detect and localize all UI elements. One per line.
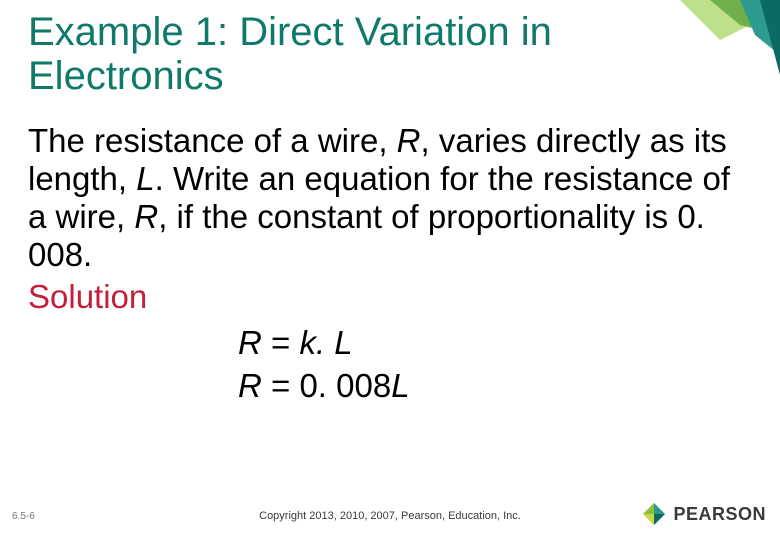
var-L: L bbox=[136, 160, 154, 197]
var-R: R bbox=[397, 122, 421, 159]
equation-line-2: R = 0. 008L bbox=[238, 365, 750, 408]
eq-L: L bbox=[334, 324, 352, 361]
pearson-mark-icon bbox=[641, 501, 667, 527]
slide-title: Example 1: Direct Variation in Electroni… bbox=[28, 10, 740, 98]
slide-body: The resistance of a wire, R, varies dire… bbox=[28, 122, 750, 407]
eq-lhs: R bbox=[238, 367, 262, 404]
pearson-logo: PEARSON bbox=[641, 501, 766, 532]
equation-line-1: R = k. L bbox=[238, 322, 750, 365]
var-R: R bbox=[134, 198, 158, 235]
eq-lhs: R bbox=[238, 324, 262, 361]
slide: Example 1: Direct Variation in Electroni… bbox=[0, 0, 780, 540]
equations: R = k. L R = 0. 008L bbox=[238, 322, 750, 408]
eq-equals: = bbox=[262, 324, 300, 361]
solution-label: Solution bbox=[28, 278, 750, 316]
eq-k: k. bbox=[299, 324, 334, 361]
eq-rhs: = 0. 008 bbox=[262, 367, 391, 404]
eq-L: L bbox=[391, 367, 409, 404]
body-text: The resistance of a wire, bbox=[28, 122, 397, 159]
pearson-wordmark: PEARSON bbox=[673, 504, 766, 525]
